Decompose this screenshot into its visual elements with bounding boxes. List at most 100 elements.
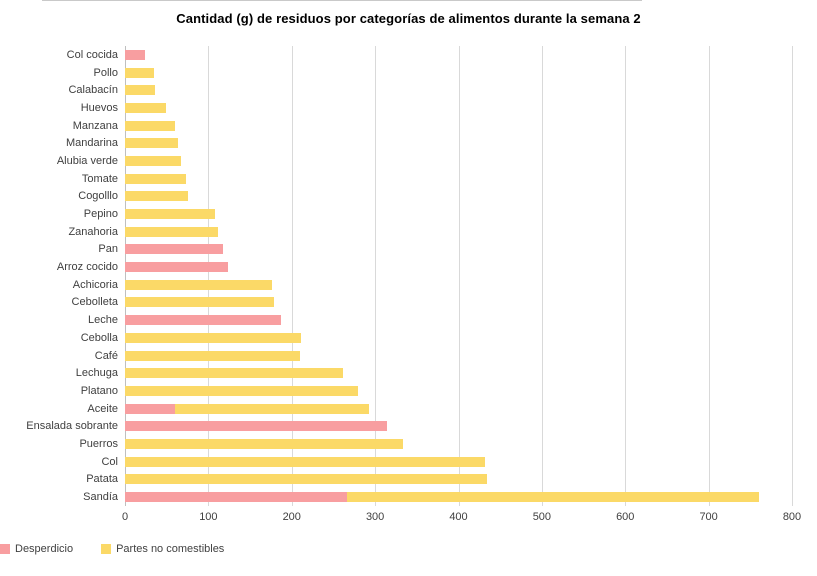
chart-row-leche: Leche <box>0 311 792 329</box>
bar-segment-partes-no-comestibles <box>125 279 272 290</box>
gridline-300 <box>375 46 377 506</box>
bar-track-pepino <box>125 209 792 220</box>
bar-segment-partes-no-comestibles <box>125 385 359 396</box>
bar-segment-partes-no-comestibles <box>125 474 487 485</box>
bar-track-cogolllo <box>125 191 792 202</box>
chart-row-col-cocida: Col cocida <box>0 46 792 64</box>
bar-track-aceite <box>125 403 792 414</box>
gridline-700 <box>708 46 710 506</box>
x-tick-label-800: 800 <box>782 511 802 523</box>
category-label-ensalada-sobrante: Ensalada sobrante <box>26 420 118 433</box>
top-edge-line <box>42 0 642 1</box>
chart-row-aceite: Aceite <box>0 400 792 418</box>
legend-label-partes-no-comestibles: Partes no comestibles <box>116 543 225 555</box>
x-tick-label-600: 600 <box>616 511 635 523</box>
category-label-patata: Patata <box>86 473 118 486</box>
bar-segment-partes-no-comestibles <box>346 492 759 503</box>
chart-row-achicoria: Achicoria <box>0 276 792 294</box>
category-label-huevos: Huevos <box>80 101 118 114</box>
category-label-leche: Leche <box>88 314 118 327</box>
bar-segment-partes-no-comestibles <box>175 403 370 414</box>
category-label-achicoria: Achicoria <box>72 278 118 291</box>
bar-rows: Col cocida Pollo Calabacín Huevos Manzana Man… <box>0 46 792 506</box>
category-label-arroz-cocido: Arroz cocido <box>56 261 118 274</box>
bar-segment-partes-no-comestibles <box>125 209 216 220</box>
bar-segment-partes-no-comestibles <box>125 191 189 202</box>
legend: Desperdicio Partes no comestibles <box>0 543 224 555</box>
bar-track-patata <box>125 474 792 485</box>
bar-track-cebolla <box>125 332 792 343</box>
bar-track-leche <box>125 315 792 326</box>
category-label-cogolllo: Cogolllo <box>78 190 118 203</box>
category-label-zanahoria: Zanahoria <box>68 225 118 238</box>
bar-track-platano <box>125 385 792 396</box>
bar-segment-partes-no-comestibles <box>125 438 403 449</box>
x-tick-label-700: 700 <box>699 511 718 523</box>
bar-segment-partes-no-comestibles <box>125 155 181 166</box>
chart-row-cebolleta: Cebolleta <box>0 294 792 312</box>
bar-segment-partes-no-comestibles <box>125 297 275 308</box>
bar-segment-desperdicio <box>125 262 228 273</box>
bar-segment-partes-no-comestibles <box>125 368 344 379</box>
bar-segment-desperdicio <box>125 315 281 326</box>
bar-segment-partes-no-comestibles <box>125 350 301 361</box>
legend-label-desperdicio: Desperdicio <box>15 543 74 555</box>
bar-segment-desperdicio <box>125 403 176 414</box>
chart-row-pollo: Pollo <box>0 64 792 82</box>
chart-row-caf-: Café <box>0 347 792 365</box>
legend-item-partes-no-comestibles: Partes no comestibles <box>101 543 224 555</box>
category-label-cebolleta: Cebolleta <box>71 296 118 309</box>
x-tick-label-100: 100 <box>199 511 218 523</box>
bar-segment-partes-no-comestibles <box>125 85 155 96</box>
chart-row-zanahoria: Zanahoria <box>0 223 792 241</box>
gridline-200 <box>291 46 293 506</box>
category-label-col: Col <box>101 455 118 468</box>
chart-row-sand-a: Sandía <box>0 488 792 506</box>
chart-row-alubia-verde: Alubia verde <box>0 152 792 170</box>
legend-item-desperdicio: Desperdicio <box>0 543 73 555</box>
category-label-lechuga: Lechuga <box>75 367 118 380</box>
chart-row-puerros: Puerros <box>0 435 792 453</box>
bar-track-caf- <box>125 350 792 361</box>
chart-row-ensalada-sobrante: Ensalada sobrante <box>0 417 792 435</box>
chart-row-pan: Pan <box>0 241 792 259</box>
bar-segment-desperdicio <box>125 421 387 432</box>
chart-title: Cantidad (g) de residuos por categorías … <box>176 11 641 26</box>
bar-track-arroz-cocido <box>125 262 792 273</box>
category-label-platano: Platano <box>80 384 118 397</box>
bar-segment-partes-no-comestibles <box>125 332 301 343</box>
bar-track-ensalada-sobrante <box>125 421 792 432</box>
bar-segment-desperdicio <box>125 49 145 60</box>
x-axis: 0 100 200 300 400 500 600 700 800 <box>0 511 817 525</box>
bar-segment-desperdicio <box>125 492 347 503</box>
bar-track-mandarina <box>125 138 792 149</box>
bar-segment-partes-no-comestibles <box>125 456 486 467</box>
gridline-100 <box>208 46 210 506</box>
bar-segment-partes-no-comestibles <box>125 102 166 113</box>
bar-segment-partes-no-comestibles <box>125 173 186 184</box>
x-tick-label-300: 300 <box>365 511 385 523</box>
category-label-sand-a: Sandía <box>83 491 118 504</box>
bar-track-cebolleta <box>125 297 792 308</box>
gridline-800 <box>792 46 793 506</box>
x-tick-label-200: 200 <box>282 511 301 523</box>
bar-track-col-cocida <box>125 49 792 60</box>
chart-row-col: Col <box>0 453 792 471</box>
gridline-layer <box>125 46 793 506</box>
bar-segment-partes-no-comestibles <box>125 120 176 131</box>
category-label-calabac-n: Calabacín <box>68 84 118 97</box>
bar-track-col <box>125 456 792 467</box>
y-axis-line <box>125 46 126 506</box>
bar-track-tomate <box>125 173 792 184</box>
chart-row-cebolla: Cebolla <box>0 329 792 347</box>
bar-track-huevos <box>125 102 792 113</box>
chart-row-arroz-cocido: Arroz cocido <box>0 258 792 276</box>
chart-row-manzana: Manzana <box>0 117 792 135</box>
bar-segment-partes-no-comestibles <box>125 226 218 237</box>
chart-row-calabac-n: Calabacín <box>0 81 792 99</box>
category-label-pollo: Pollo <box>93 66 118 79</box>
bar-track-achicoria <box>125 279 792 290</box>
bar-track-pollo <box>125 67 792 78</box>
chart-row-huevos: Huevos <box>0 99 792 117</box>
